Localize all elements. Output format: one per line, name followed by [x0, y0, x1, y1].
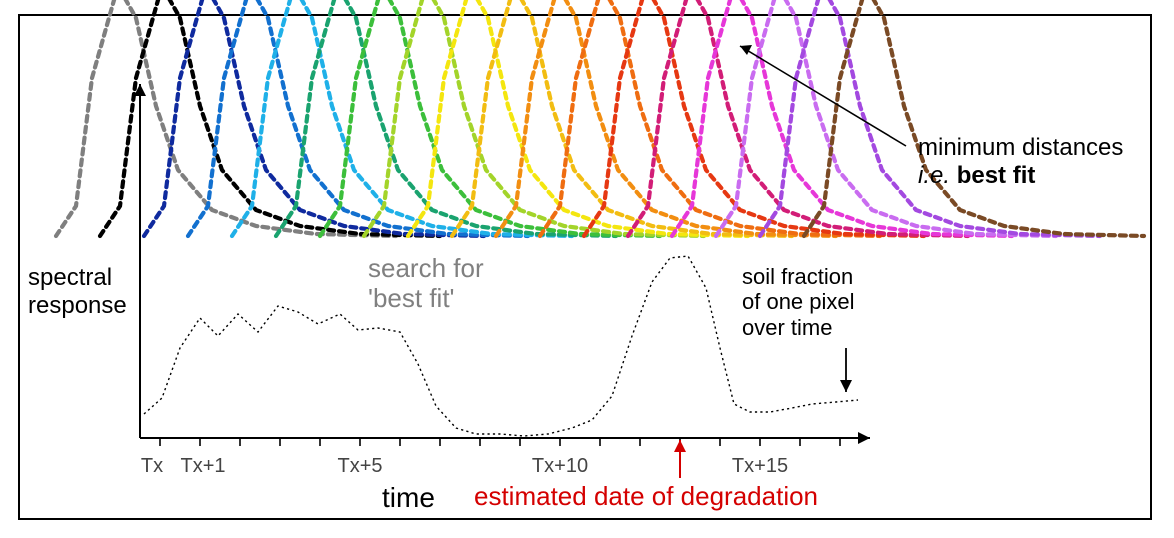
figure-frame: Tx Tx+1 Tx+5 Tx+10 Tx+15 spectralresponse se… [0, 0, 1174, 538]
estimated-date-label: estimated date of degradation [474, 482, 818, 512]
svg-text:Tx: Tx [141, 455, 163, 477]
minimum-distances-label: minimum distancesi.e. best fit [918, 134, 1123, 189]
svg-text:Tx+1: Tx+1 [180, 455, 225, 477]
svg-text:Tx+5: Tx+5 [337, 455, 382, 477]
svg-text:Tx+15: Tx+15 [732, 455, 788, 477]
x-axis-label: time [382, 482, 435, 514]
y-axis-label: spectralresponse [28, 264, 127, 319]
svg-text:Tx+10: Tx+10 [532, 455, 588, 477]
figure-svg: Tx Tx+1 Tx+5 Tx+10 Tx+15 [0, 0, 1174, 538]
search-best-fit-label: search for'best fit' [368, 254, 484, 314]
soil-fraction-label: soil fractionof one pixelover time [742, 264, 855, 340]
